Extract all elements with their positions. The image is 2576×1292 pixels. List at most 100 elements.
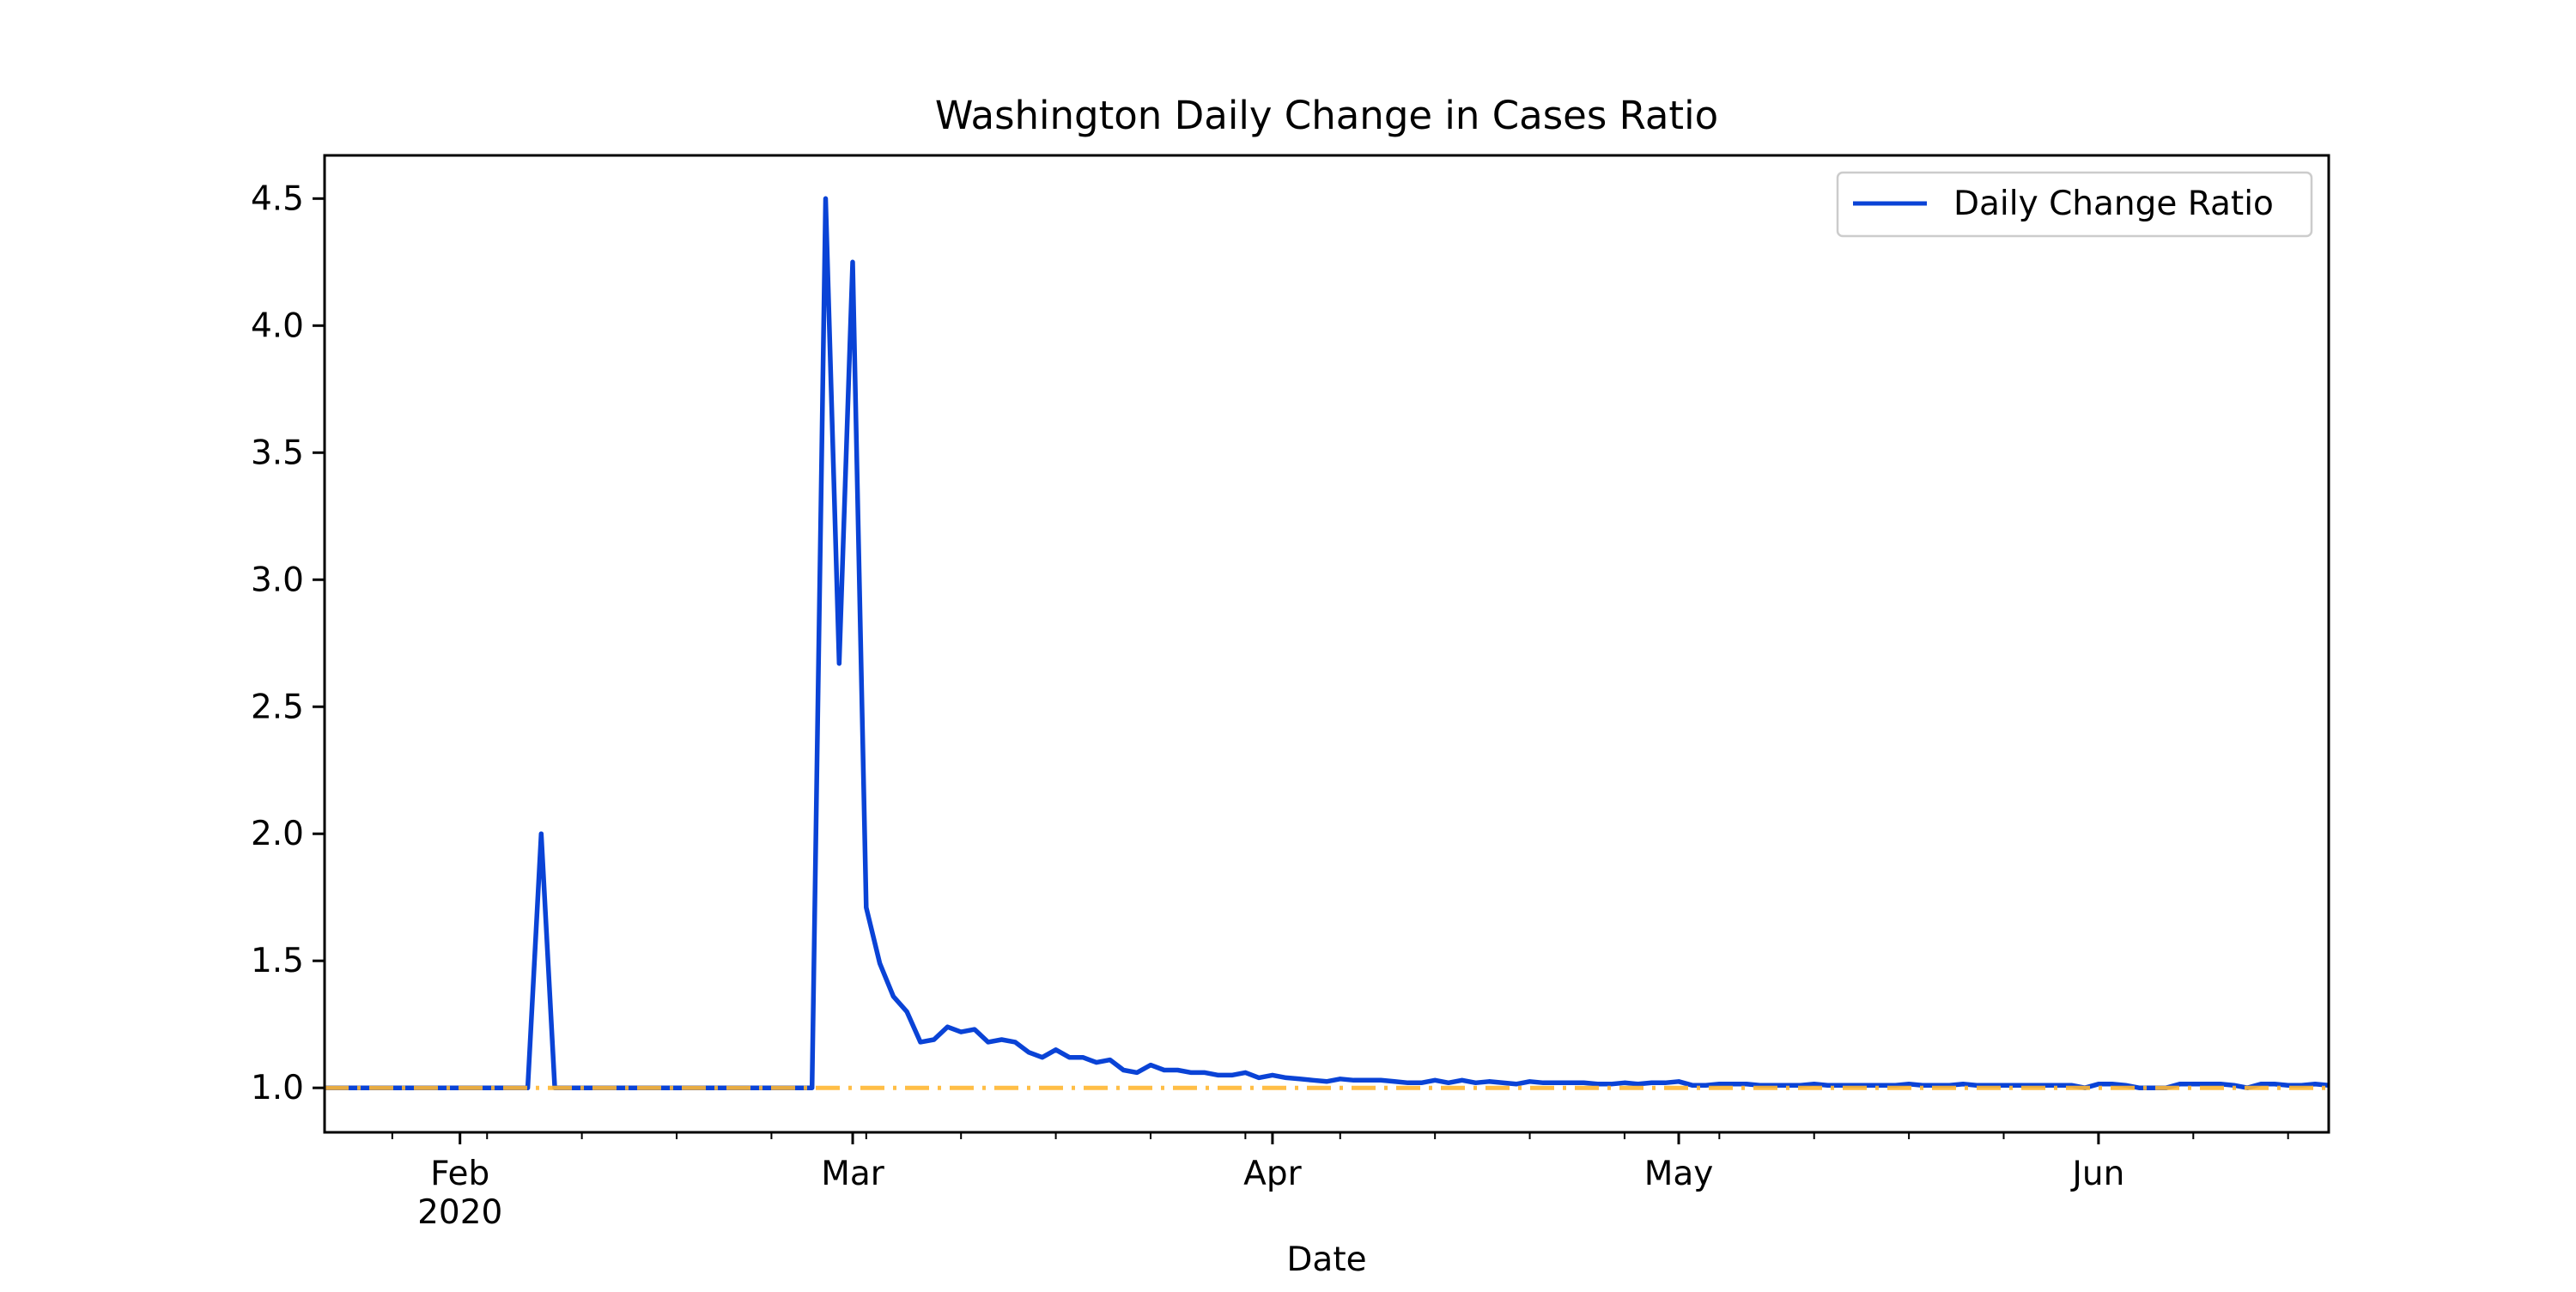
- data-point: [756, 1086, 760, 1089]
- data-point: [1257, 1076, 1261, 1079]
- data-point: [2178, 1083, 2182, 1086]
- data-point: [1189, 1071, 1193, 1074]
- legend: Daily Change Ratio: [1836, 171, 2313, 238]
- data-point: [1867, 1083, 1870, 1087]
- data-point: [1393, 1080, 1396, 1083]
- y-tick-label: 3.0: [251, 561, 304, 599]
- data-point: [2111, 1083, 2114, 1086]
- data-point: [959, 1030, 963, 1034]
- x-tick-sublabel: 2020: [417, 1193, 502, 1232]
- data-point: [1109, 1058, 1112, 1062]
- data-point: [2259, 1083, 2263, 1086]
- data-point: [1813, 1083, 1816, 1086]
- data-point: [824, 197, 827, 200]
- x-tick-label: May: [1644, 1155, 1714, 1193]
- data-point: [1217, 1073, 1220, 1077]
- data-point: [1311, 1078, 1315, 1082]
- x-tick-label: Feb: [430, 1155, 489, 1193]
- data-point: [1880, 1083, 1884, 1087]
- data-point: [1095, 1061, 1098, 1065]
- data-point: [1379, 1078, 1382, 1082]
- data-point: [945, 1025, 949, 1028]
- y-tick-label: 1.5: [251, 942, 304, 980]
- y-tick-label: 4.0: [251, 306, 304, 345]
- data-point: [811, 1086, 814, 1089]
- data-point: [2151, 1086, 2154, 1089]
- x-axis-label: Date: [1286, 1240, 1366, 1279]
- data-point: [1419, 1081, 1423, 1084]
- data-point: [675, 1086, 678, 1089]
- data-point: [621, 1086, 624, 1089]
- data-point: [1731, 1083, 1735, 1086]
- legend-label: Daily Change Ratio: [1953, 185, 2274, 223]
- data-point: [1649, 1081, 1653, 1084]
- data-point: [1176, 1068, 1180, 1071]
- data-point: [1271, 1073, 1274, 1077]
- data-point: [1637, 1083, 1640, 1086]
- data-point: [2097, 1083, 2100, 1086]
- data-point: [1569, 1081, 1572, 1084]
- data-point: [1907, 1083, 1911, 1086]
- data-point: [1583, 1081, 1586, 1084]
- data-point: [933, 1038, 936, 1041]
- data-point: [1609, 1083, 1613, 1086]
- data-point: [635, 1086, 638, 1089]
- data-point: [2273, 1083, 2276, 1086]
- data-point: [1203, 1071, 1206, 1074]
- data-point: [919, 1040, 922, 1044]
- y-tick-label: 4.5: [251, 179, 304, 218]
- data-point: [1081, 1056, 1084, 1059]
- data-point: [1285, 1076, 1288, 1079]
- data-point: [1365, 1078, 1369, 1082]
- data-point: [539, 832, 543, 835]
- data-point: [1473, 1081, 1477, 1084]
- data-point: [1067, 1056, 1071, 1059]
- data-point: [1595, 1083, 1599, 1086]
- plot-frame: [323, 154, 2330, 1134]
- data-point: [1352, 1078, 1356, 1082]
- data-point: [1447, 1081, 1450, 1084]
- data-point: [1121, 1068, 1125, 1071]
- x-tick-label: Mar: [821, 1155, 885, 1193]
- data-point: [973, 1028, 976, 1031]
- data-point: [350, 1086, 354, 1089]
- data-point: [797, 1086, 800, 1089]
- data-point: [1325, 1080, 1328, 1083]
- data-point: [1149, 1064, 1152, 1067]
- y-tick-label: 2.5: [251, 688, 304, 726]
- data-point: [2137, 1086, 2141, 1089]
- x-tick-label: Apr: [1243, 1155, 1302, 1193]
- data-point: [1839, 1083, 1843, 1087]
- data-point: [1677, 1080, 1680, 1083]
- data-point: [1826, 1083, 1829, 1087]
- y-tick-label: 2.0: [251, 815, 304, 853]
- y-tick-label: 1.0: [251, 1069, 304, 1107]
- data-point: [1013, 1040, 1017, 1044]
- data-point: [1243, 1071, 1247, 1074]
- data-point: [891, 995, 895, 998]
- data-point: [363, 1086, 367, 1089]
- data-point: [2015, 1083, 2019, 1087]
- data-point: [1745, 1083, 1748, 1086]
- data-point: [987, 1040, 990, 1044]
- data-point: [2219, 1083, 2222, 1086]
- data-point: [865, 906, 868, 909]
- data-point: [1691, 1083, 1694, 1087]
- data-point: [1961, 1083, 1965, 1086]
- chart-title: Washington Daily Change in Cases Ratio: [935, 93, 1718, 138]
- data-point: [1297, 1077, 1301, 1081]
- data-point: [1515, 1083, 1518, 1086]
- series-line: [325, 196, 2330, 1090]
- data-point: [661, 1086, 665, 1089]
- data-point: [837, 662, 841, 665]
- data-point: [1704, 1083, 1708, 1087]
- data-point: [2191, 1083, 2195, 1086]
- data-point: [1501, 1081, 1504, 1084]
- data-point: [1717, 1083, 1721, 1086]
- data-point: [1230, 1073, 1234, 1077]
- data-point: [1406, 1081, 1410, 1084]
- data-point: [2287, 1083, 2290, 1087]
- data-point: [1041, 1056, 1044, 1059]
